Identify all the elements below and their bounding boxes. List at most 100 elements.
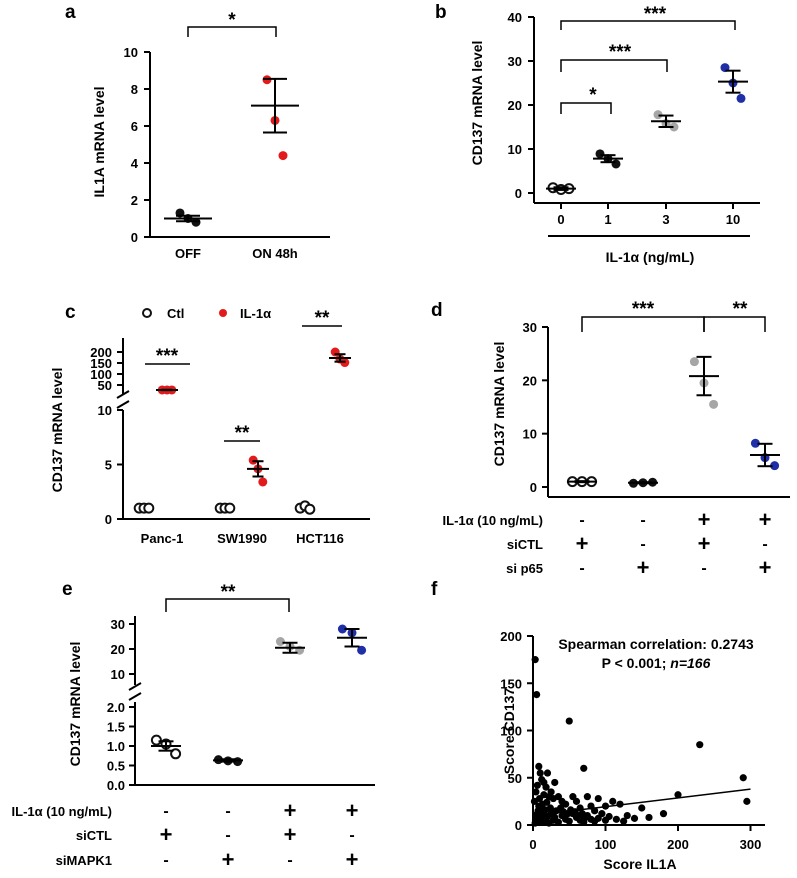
panel-c-xtick-2: HCT116	[296, 531, 344, 546]
panel-b-ytick-0: 0	[515, 186, 522, 201]
panel-b-sig-text-2: ***	[609, 42, 632, 63]
panel-d-condition-sign: -	[701, 560, 706, 577]
panel-f-xtick-2: 200	[667, 837, 689, 852]
panel-f-fit-line	[532, 788, 751, 817]
panel-d-ytick-1: 10	[523, 427, 537, 442]
panel-f-point	[542, 783, 550, 791]
panel-b-sig-bracket-1	[560, 102, 612, 114]
panel-f-point	[638, 804, 646, 812]
panel-f-point	[543, 769, 552, 777]
panel-f-point	[572, 797, 581, 805]
panel-b: CD137 mRNA level 0 1 3 10 IL-1α (ng/mL) …	[469, 4, 760, 265]
panel-f-point	[580, 764, 588, 772]
panel-label-d: d	[431, 300, 443, 321]
panel-f-ytick-0: 0	[515, 818, 522, 833]
panel-a-ylabel: IL1A mRNA level	[91, 87, 107, 198]
panel-b-sig-bracket-2	[560, 59, 668, 72]
panel-f-ylabel: Score CD137	[501, 688, 517, 775]
panel-b-ytick-4: 40	[508, 10, 522, 25]
panel-f-point	[535, 762, 543, 771]
panel-f-point	[620, 817, 628, 825]
panel-c-legend-ctl: Ctl	[167, 306, 184, 321]
panel-b-ytick-3: 30	[508, 54, 522, 69]
panel-c-legend-marker-il1a	[219, 309, 227, 317]
panel-e-condition-sign: -	[349, 827, 354, 844]
panel-a-xtick-0: OFF	[175, 246, 201, 261]
panel-c-xtick-0: Panc-1	[141, 531, 184, 546]
panel-d-condition-sign: -	[579, 560, 584, 577]
panel-f-point	[583, 793, 591, 801]
panel-f-point	[547, 788, 555, 796]
panel-f-xtick-0: 0	[529, 837, 536, 852]
panel-c-ytick-upper-1: 100	[90, 367, 112, 382]
panel-e-point	[275, 637, 285, 646]
panel-e-condition-sign: -	[163, 852, 168, 869]
panel-f-xtick-1: 100	[595, 837, 617, 852]
panel-f-point	[623, 811, 631, 820]
panel-e-axis-break-2	[128, 692, 142, 701]
panel-c-xtick-1: SW1990	[217, 531, 267, 546]
panel-e-condition-sign: -	[287, 852, 292, 869]
panel-b-xlabel: IL-1α (ng/mL)	[606, 249, 695, 265]
panel-a-sig-text: *	[228, 10, 236, 31]
panel-d-condition-sign: -	[640, 536, 645, 553]
panel-c-axis-break-2	[116, 400, 130, 409]
panel-d-ylabel: CD137 mRNA level	[491, 342, 507, 467]
panel-d-condition-label-2: si p65	[506, 561, 543, 576]
panel-a-ytick-1: 2	[131, 193, 138, 208]
panel-f-stat-line1: Spearman correlation: 0.2743	[558, 636, 754, 652]
panel-d-condition-sign: +	[698, 531, 711, 556]
panel-e-ytick-upper-2: 30	[111, 617, 125, 632]
panel-d-point	[750, 438, 760, 448]
panel-e-condition-label-0: IL-1α (10 ng/mL)	[12, 804, 112, 819]
panel-e-ytick-lower-4: 2.0	[107, 700, 125, 715]
panel-b-sig-text-1: *	[589, 85, 597, 106]
panel-b-point	[653, 110, 663, 120]
panel-f-point	[674, 791, 682, 799]
panel-e-condition-sign: -	[163, 803, 168, 820]
panel-d-condition-sign: -	[762, 536, 767, 553]
panel-label-c: c	[65, 302, 76, 323]
panel-f-ytick-2: 100	[500, 724, 522, 739]
panel-c-point-ctl	[224, 502, 236, 514]
panel-c-sig-text-1: ***	[156, 346, 179, 367]
panel-f-point	[565, 717, 573, 725]
panel-b-point	[669, 122, 679, 132]
panel-f-n: n=166	[670, 655, 710, 671]
panel-e-condition-sign: +	[284, 798, 297, 823]
panel-e-condition-sign: +	[160, 822, 173, 847]
panel-f-point	[630, 814, 639, 822]
panel-a-ytick-0: 0	[131, 230, 138, 245]
panel-label-b: b	[435, 2, 447, 23]
panel-a-point	[278, 151, 288, 161]
panel-e-point	[150, 734, 162, 746]
panel-c-point-ctl	[304, 503, 316, 515]
panel-c-ytick-lower-0: 0	[105, 512, 112, 527]
panel-d-ytick-2: 20	[523, 373, 537, 388]
panel-f-point	[605, 812, 613, 821]
panel-b-sig-bracket-3	[560, 20, 736, 30]
panel-f-ytick-3: 150	[500, 676, 522, 691]
panel-b-ytick-1: 10	[508, 142, 522, 157]
panel-c-ytick-upper-2: 150	[90, 356, 112, 371]
panel-e-condition-sign: -	[225, 803, 230, 820]
panel-f-point	[739, 774, 747, 782]
panel-d: CD137 mRNA level *** ** IL-1α (10 ng/mL)…	[443, 299, 790, 580]
panel-c: Ctl IL-1α CD137 mRNA level Panc-1 SW1990…	[49, 306, 370, 546]
panel-c-axis-break-1	[116, 390, 130, 399]
panel-e-point	[337, 624, 347, 634]
panel-a-ytick-2: 4	[131, 156, 139, 171]
panel-d-sig-bracket-2	[703, 316, 766, 332]
panel-d-point	[689, 357, 699, 367]
panel-c-ytick-upper-3: 200	[90, 345, 112, 360]
panel-e-condition-label-1: siCTL	[76, 828, 112, 843]
panel-b-xtick-0: 0	[557, 212, 564, 227]
panel-c-legend-marker-ctl	[142, 308, 152, 318]
panel-f: Score CD137 Score IL1A Spearman correlat…	[500, 629, 765, 872]
panel-f-point	[546, 804, 555, 812]
panel-e: CD137 mRNA level ** IL-1α (10 ng/mL) - - + +…	[12, 582, 375, 872]
panel-c-point-il1a	[248, 455, 258, 465]
panel-d-point	[709, 399, 719, 409]
panel-c-sig-text-3: **	[315, 308, 330, 329]
panel-a: IL1A mRNA level OFF ON 48h * 0 2 4 6 8 10	[91, 10, 330, 261]
